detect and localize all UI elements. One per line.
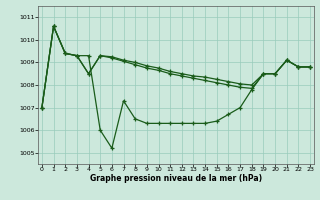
X-axis label: Graphe pression niveau de la mer (hPa): Graphe pression niveau de la mer (hPa)	[90, 174, 262, 183]
